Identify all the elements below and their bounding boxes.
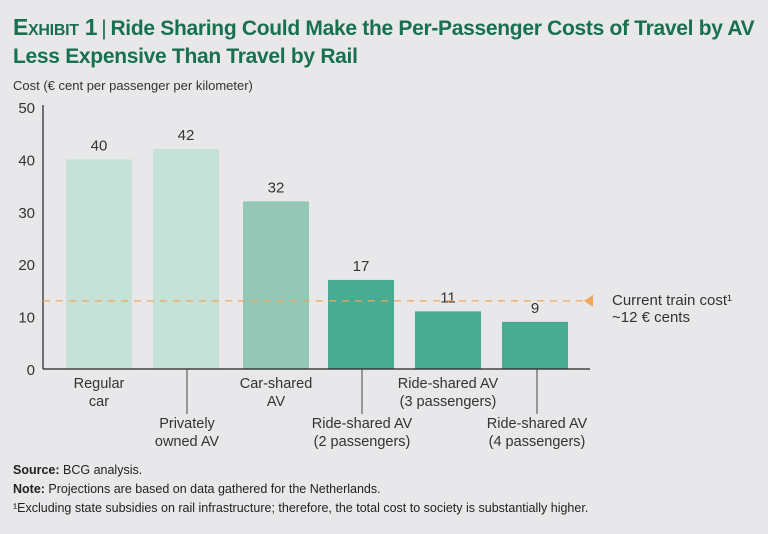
bar <box>66 159 132 369</box>
x-tick-label: Ride-shared AV <box>398 376 499 392</box>
reference-label: Current train cost¹ <box>612 292 732 309</box>
x-tick-label: Regular <box>74 376 125 392</box>
data-label: 11 <box>440 289 456 306</box>
x-tick-label: (4 passengers) <box>489 434 586 450</box>
footnote: ¹Excluding state subsidies on rail infra… <box>13 501 589 515</box>
chart-title: Exhibit 1 | Ride Sharing Could Make the Pe… <box>13 13 758 71</box>
reference-value-label: ~12 € cents <box>612 309 690 326</box>
bar <box>328 279 394 369</box>
note-label: Note: <box>13 482 45 496</box>
bar <box>415 311 481 369</box>
title-separator: | <box>101 17 107 40</box>
x-tick-label: Ride-shared AV <box>487 416 588 432</box>
note-text: Projections are based on data gathered f… <box>44 482 381 496</box>
y-tick-label: 0 <box>27 362 35 379</box>
exhibit-label: Exhibit 1 <box>13 14 98 40</box>
reference-arrow-icon <box>584 294 593 307</box>
source-text: BCG analysis. <box>59 463 143 477</box>
bar <box>153 148 219 369</box>
source-line: Source: BCG analysis. <box>13 463 142 477</box>
x-tick-label: Car-shared <box>240 376 313 392</box>
title-text: Ride Sharing Could Make the Per-Passenge… <box>13 17 755 68</box>
y-tick-label: 10 <box>18 310 35 327</box>
note-line: Note: Projections are based on data gath… <box>13 482 381 496</box>
bar <box>502 321 568 369</box>
bar <box>243 201 309 369</box>
data-label: 40 <box>91 137 108 154</box>
y-tick-label: 40 <box>18 152 35 169</box>
source-label: Source: <box>13 463 60 477</box>
y-axis-label: Cost (€ cent per passenger per kilometer… <box>13 78 253 93</box>
x-tick-label: AV <box>267 394 286 410</box>
data-label: 32 <box>268 179 285 196</box>
x-tick-label: (3 passengers) <box>400 394 497 410</box>
y-tick-label: 50 <box>18 100 35 117</box>
y-tick-label: 20 <box>18 257 35 274</box>
x-tick-label: Ride-shared AV <box>312 416 413 432</box>
x-tick-label: owned AV <box>155 434 220 450</box>
x-tick-label: (2 passengers) <box>314 434 411 450</box>
data-label: 17 <box>353 258 370 275</box>
data-label: 42 <box>178 127 195 144</box>
x-tick-label: car <box>89 394 109 410</box>
x-tick-label: Privately <box>159 416 215 432</box>
data-label: 9 <box>531 300 539 317</box>
y-tick-label: 30 <box>18 205 35 222</box>
